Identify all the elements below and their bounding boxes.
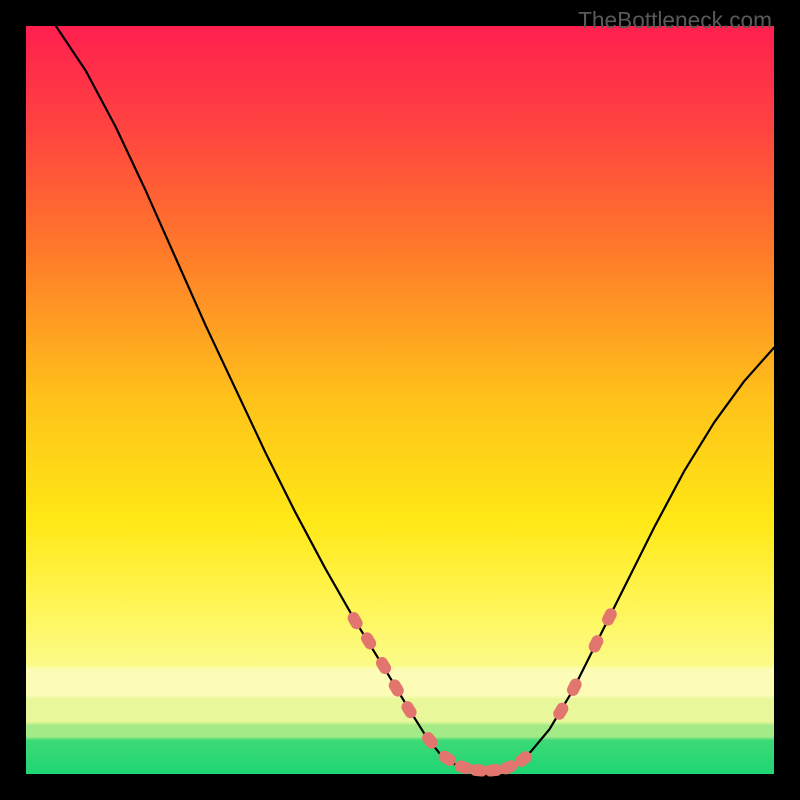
curve-marker bbox=[565, 676, 584, 697]
curve-marker bbox=[551, 700, 571, 722]
watermark-text: TheBottleneck.com bbox=[578, 7, 772, 34]
curve-marker bbox=[374, 655, 394, 677]
curve-markers bbox=[345, 606, 618, 777]
curve-marker bbox=[600, 606, 619, 627]
curve-marker bbox=[399, 699, 419, 721]
curve-marker bbox=[587, 633, 606, 654]
bottleneck-curve bbox=[56, 26, 774, 771]
curve-marker bbox=[345, 610, 364, 632]
chart-frame: TheBottleneck.com bbox=[0, 0, 800, 800]
curve-marker bbox=[386, 677, 406, 699]
curve-layer bbox=[0, 0, 800, 800]
